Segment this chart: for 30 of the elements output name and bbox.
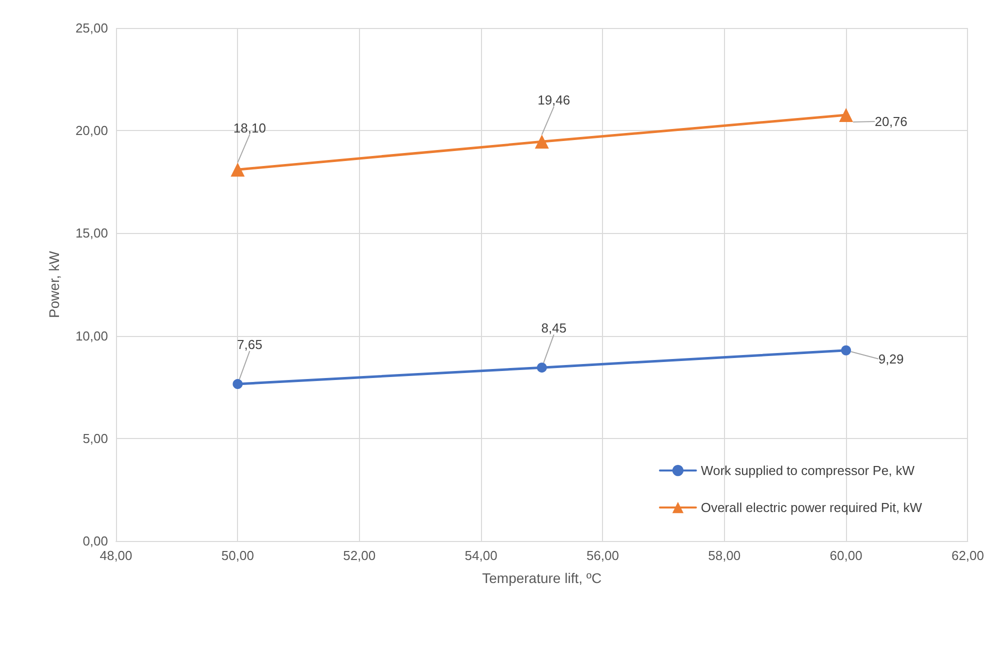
point — [536, 362, 547, 373]
y-tick-label: 20,00 — [75, 123, 108, 138]
x-tick-label: 50,00 — [221, 548, 254, 563]
legend-label: Work supplied to compressor Pe, kW — [700, 463, 916, 478]
data-label: 7,65 — [237, 337, 262, 352]
data-label: 9,29 — [878, 351, 904, 366]
x-tick-label: 52,00 — [343, 548, 376, 563]
y-tick-label: 0,00 — [82, 534, 108, 548]
x-tick-label: 62,00 — [951, 548, 984, 563]
data-label: 8,45 — [541, 320, 567, 336]
y-tick-label: 5,00 — [82, 430, 108, 446]
x-tick-label: 58,00 — [708, 548, 741, 563]
x-tick-label: 48,00 — [100, 548, 132, 563]
point — [534, 134, 549, 149]
legend-label: Overall electric power required Pit, kW — [700, 500, 923, 515]
point — [230, 162, 245, 177]
x-tick-label: 56,00 — [586, 548, 619, 563]
x-tick-label: 60,00 — [830, 548, 862, 563]
point — [232, 379, 243, 390]
y-axis-title: Power, kW — [46, 250, 62, 318]
data-label: 19,46 — [538, 92, 570, 108]
point — [839, 108, 854, 122]
y-tick-label: 10,00 — [75, 328, 108, 344]
x-tick-label: 54,00 — [464, 548, 498, 563]
y-tick-label: 15,00 — [75, 226, 108, 241]
data-label: 20,76 — [874, 114, 908, 130]
x-axis-title: Temperature lift, ºC — [482, 570, 602, 586]
point — [841, 345, 852, 356]
data-label: 18,10 — [233, 120, 266, 136]
y-tick-label: 25,00 — [75, 20, 108, 36]
